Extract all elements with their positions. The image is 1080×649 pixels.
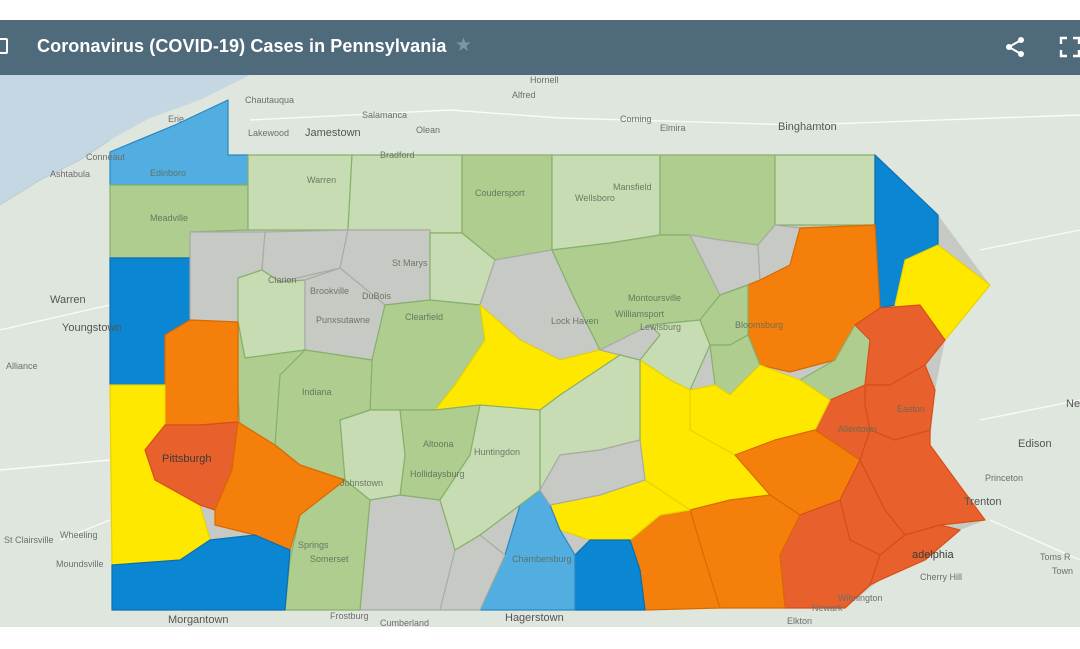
label-wilmington: Wilmington (838, 593, 883, 603)
county-juniata[interactable] (539, 439, 646, 506)
label-erie: Erie (168, 114, 184, 124)
label-hornell: Hornell (530, 75, 559, 85)
label-hagerstown: Hagerstown (505, 612, 564, 624)
label-indiana: Indiana (302, 387, 332, 397)
label-dubois: DuBois (362, 291, 392, 301)
label-hollidaysburg: Hollidaysburg (410, 469, 465, 479)
label-allentown: Allentown (838, 424, 877, 434)
label-edinboro: Edinboro (150, 168, 186, 178)
label-newark: Newark (812, 603, 843, 613)
label-cherry-hill: Cherry Hill (920, 572, 962, 582)
map-title: Coronavirus (COVID-19) Cases in Pennsylv… (37, 36, 447, 56)
lake-erie (0, 75, 250, 205)
label-st-clairsville: St Clairsville (4, 535, 54, 545)
label-johnstown: Johnstown (340, 478, 383, 488)
county-bedford[interactable] (359, 494, 456, 611)
county-butler[interactable] (164, 319, 239, 426)
label-punxsutawney: Punxsutawne (316, 315, 370, 325)
label-clarion: Clarion (268, 275, 297, 285)
top-strip (0, 0, 1080, 20)
map-header-bar: Coronavirus (COVID-19) Cases in Pennsylv… (0, 20, 1080, 75)
label-cumberland: Cumberland (380, 618, 429, 627)
label-clearfield: Clearfield (405, 312, 443, 322)
label-alliance: Alliance (6, 361, 38, 371)
label-youngstown: Youngstown (62, 322, 122, 334)
label-moundsville: Moundsville (56, 559, 104, 569)
label-frostburg: Frostburg (330, 611, 369, 621)
label-pittsburgh: Pittsburgh (162, 453, 212, 465)
label-bradford: Bradford (380, 150, 415, 160)
label-jamestown: Jamestown (305, 127, 361, 139)
label-lock-haven: Lock Haven (551, 316, 599, 326)
star-icon[interactable]: ★ (455, 35, 473, 56)
label-coudersport: Coudersport (475, 188, 525, 198)
label-town: Town (1052, 566, 1073, 576)
map-labels: Erie Chautauqua Lakewood Jamestown Salam… (4, 75, 1080, 627)
county-luzerne-lackawanna[interactable] (747, 224, 881, 373)
fullscreen-icon[interactable] (1058, 35, 1080, 59)
county-warren[interactable] (247, 154, 353, 231)
label-corning: Corning (620, 114, 652, 124)
label-warren-oh: Warren (50, 294, 86, 306)
label-olean: Olean (416, 125, 440, 135)
label-st-marys: St Marys (392, 258, 428, 268)
label-ashtabula: Ashtabula (50, 169, 90, 179)
label-philadelphia: adelphia (912, 549, 954, 561)
label-chautauqua: Chautauqua (245, 95, 294, 105)
sidebar-toggle-icon[interactable] (0, 38, 8, 54)
label-wellsboro: Wellsboro (575, 193, 615, 203)
label-bloomsburg: Bloomsburg (735, 320, 783, 330)
label-wheeling: Wheeling (60, 530, 98, 540)
county-susquehanna[interactable] (774, 154, 876, 226)
label-morgantown: Morgantown (168, 614, 229, 626)
label-brookville: Brookville (310, 286, 349, 296)
county-mckean[interactable] (347, 154, 463, 234)
label-elkton: Elkton (787, 616, 812, 626)
label-huntingdon: Huntingdon (474, 447, 520, 457)
label-salamanca: Salamanca (362, 110, 407, 120)
label-conneaut: Conneaut (86, 152, 126, 162)
label-toms-river: Toms R (1040, 552, 1071, 562)
label-altoona: Altoona (423, 439, 454, 449)
label-springs: Springs (298, 540, 329, 550)
county-bradford[interactable] (659, 154, 776, 246)
label-chambersburg: Chambersburg (512, 554, 572, 564)
label-montoursville: Montoursville (628, 293, 681, 303)
share-icon[interactable] (1003, 35, 1027, 59)
label-lewisburg: Lewisburg (640, 322, 681, 332)
lake-shore (0, 139, 111, 206)
label-new: New (1066, 398, 1080, 410)
label-trenton: Trenton (964, 496, 1002, 508)
label-elmira: Elmira (660, 123, 686, 133)
label-mansfield: Mansfield (613, 182, 652, 192)
label-alfred: Alfred (512, 90, 536, 100)
label-lakewood: Lakewood (248, 128, 289, 138)
label-binghamton: Binghamton (778, 121, 837, 133)
label-meadville: Meadville (150, 213, 188, 223)
label-edison: Edison (1018, 438, 1052, 450)
county-philadelphia[interactable] (869, 524, 961, 586)
label-somerset: Somerset (310, 554, 349, 564)
bottom-strip (0, 627, 1080, 649)
county-forest[interactable] (261, 229, 349, 283)
map-canvas[interactable]: Erie Chautauqua Lakewood Jamestown Salam… (0, 75, 1080, 627)
label-princeton: Princeton (985, 473, 1023, 483)
label-williamsport: Williamsport (615, 309, 665, 319)
label-easton: Easton (897, 404, 925, 414)
label-warren-pa: Warren (307, 175, 336, 185)
county-washington[interactable] (111, 534, 291, 611)
